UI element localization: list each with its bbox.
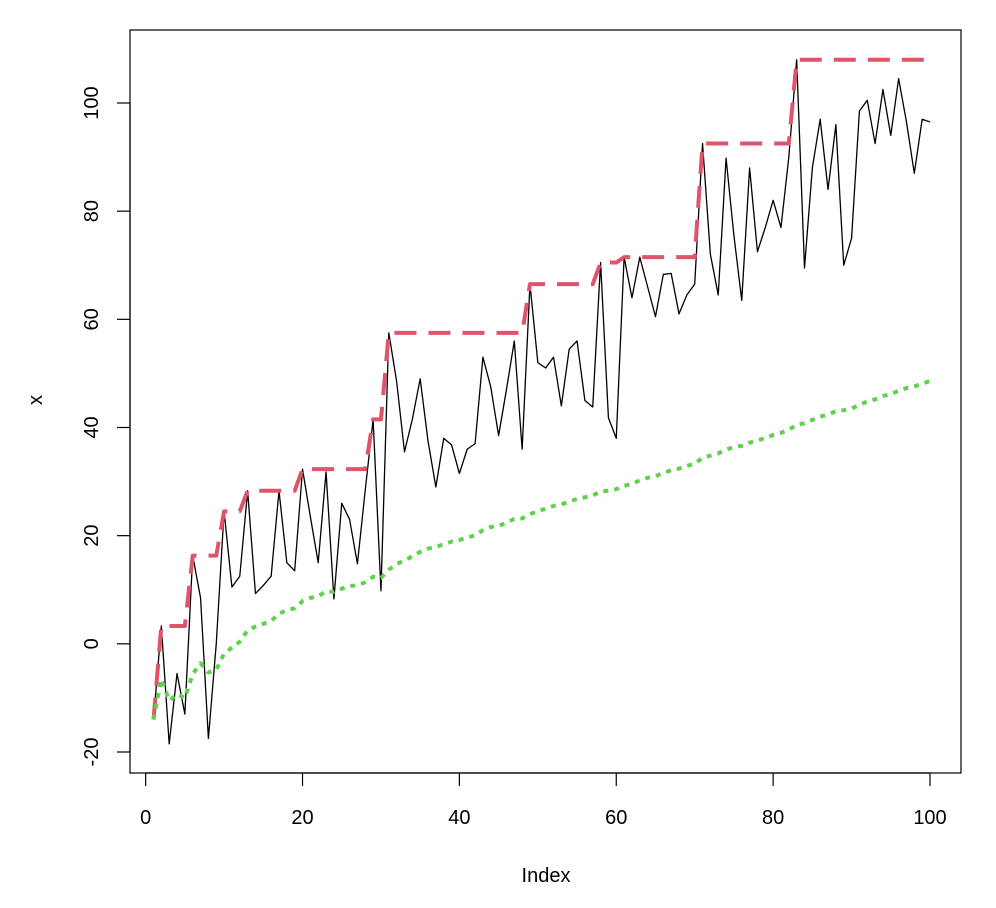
series-layer [151, 57, 931, 745]
y-axis: -20 0 20 40 60 80 100 [81, 86, 131, 767]
series-line-dashed [151, 57, 930, 720]
y-tick-label: 80 [81, 200, 103, 222]
x-tick-label: 20 [291, 807, 313, 829]
y-tick-label: 60 [81, 308, 103, 330]
y-tick-label: -20 [81, 738, 103, 767]
x-tick-label: 60 [605, 807, 627, 829]
x-axis: 0 20 40 60 80 100 [140, 772, 947, 829]
x-tick-label: 40 [448, 807, 470, 829]
y-tick-label: 100 [81, 86, 103, 119]
y-tick-label: 20 [81, 525, 103, 547]
y-tick-label: 0 [81, 638, 103, 649]
series-line-dotted [151, 379, 931, 720]
series-line-solid [152, 59, 931, 745]
x-axis-label: Index [522, 865, 571, 887]
y-axis-label: x [25, 395, 47, 405]
x-tick-label: 100 [913, 807, 946, 829]
x-tick-label: 0 [140, 807, 151, 829]
y-tick-label: 40 [81, 416, 103, 438]
x-tick-label: 80 [762, 807, 784, 829]
